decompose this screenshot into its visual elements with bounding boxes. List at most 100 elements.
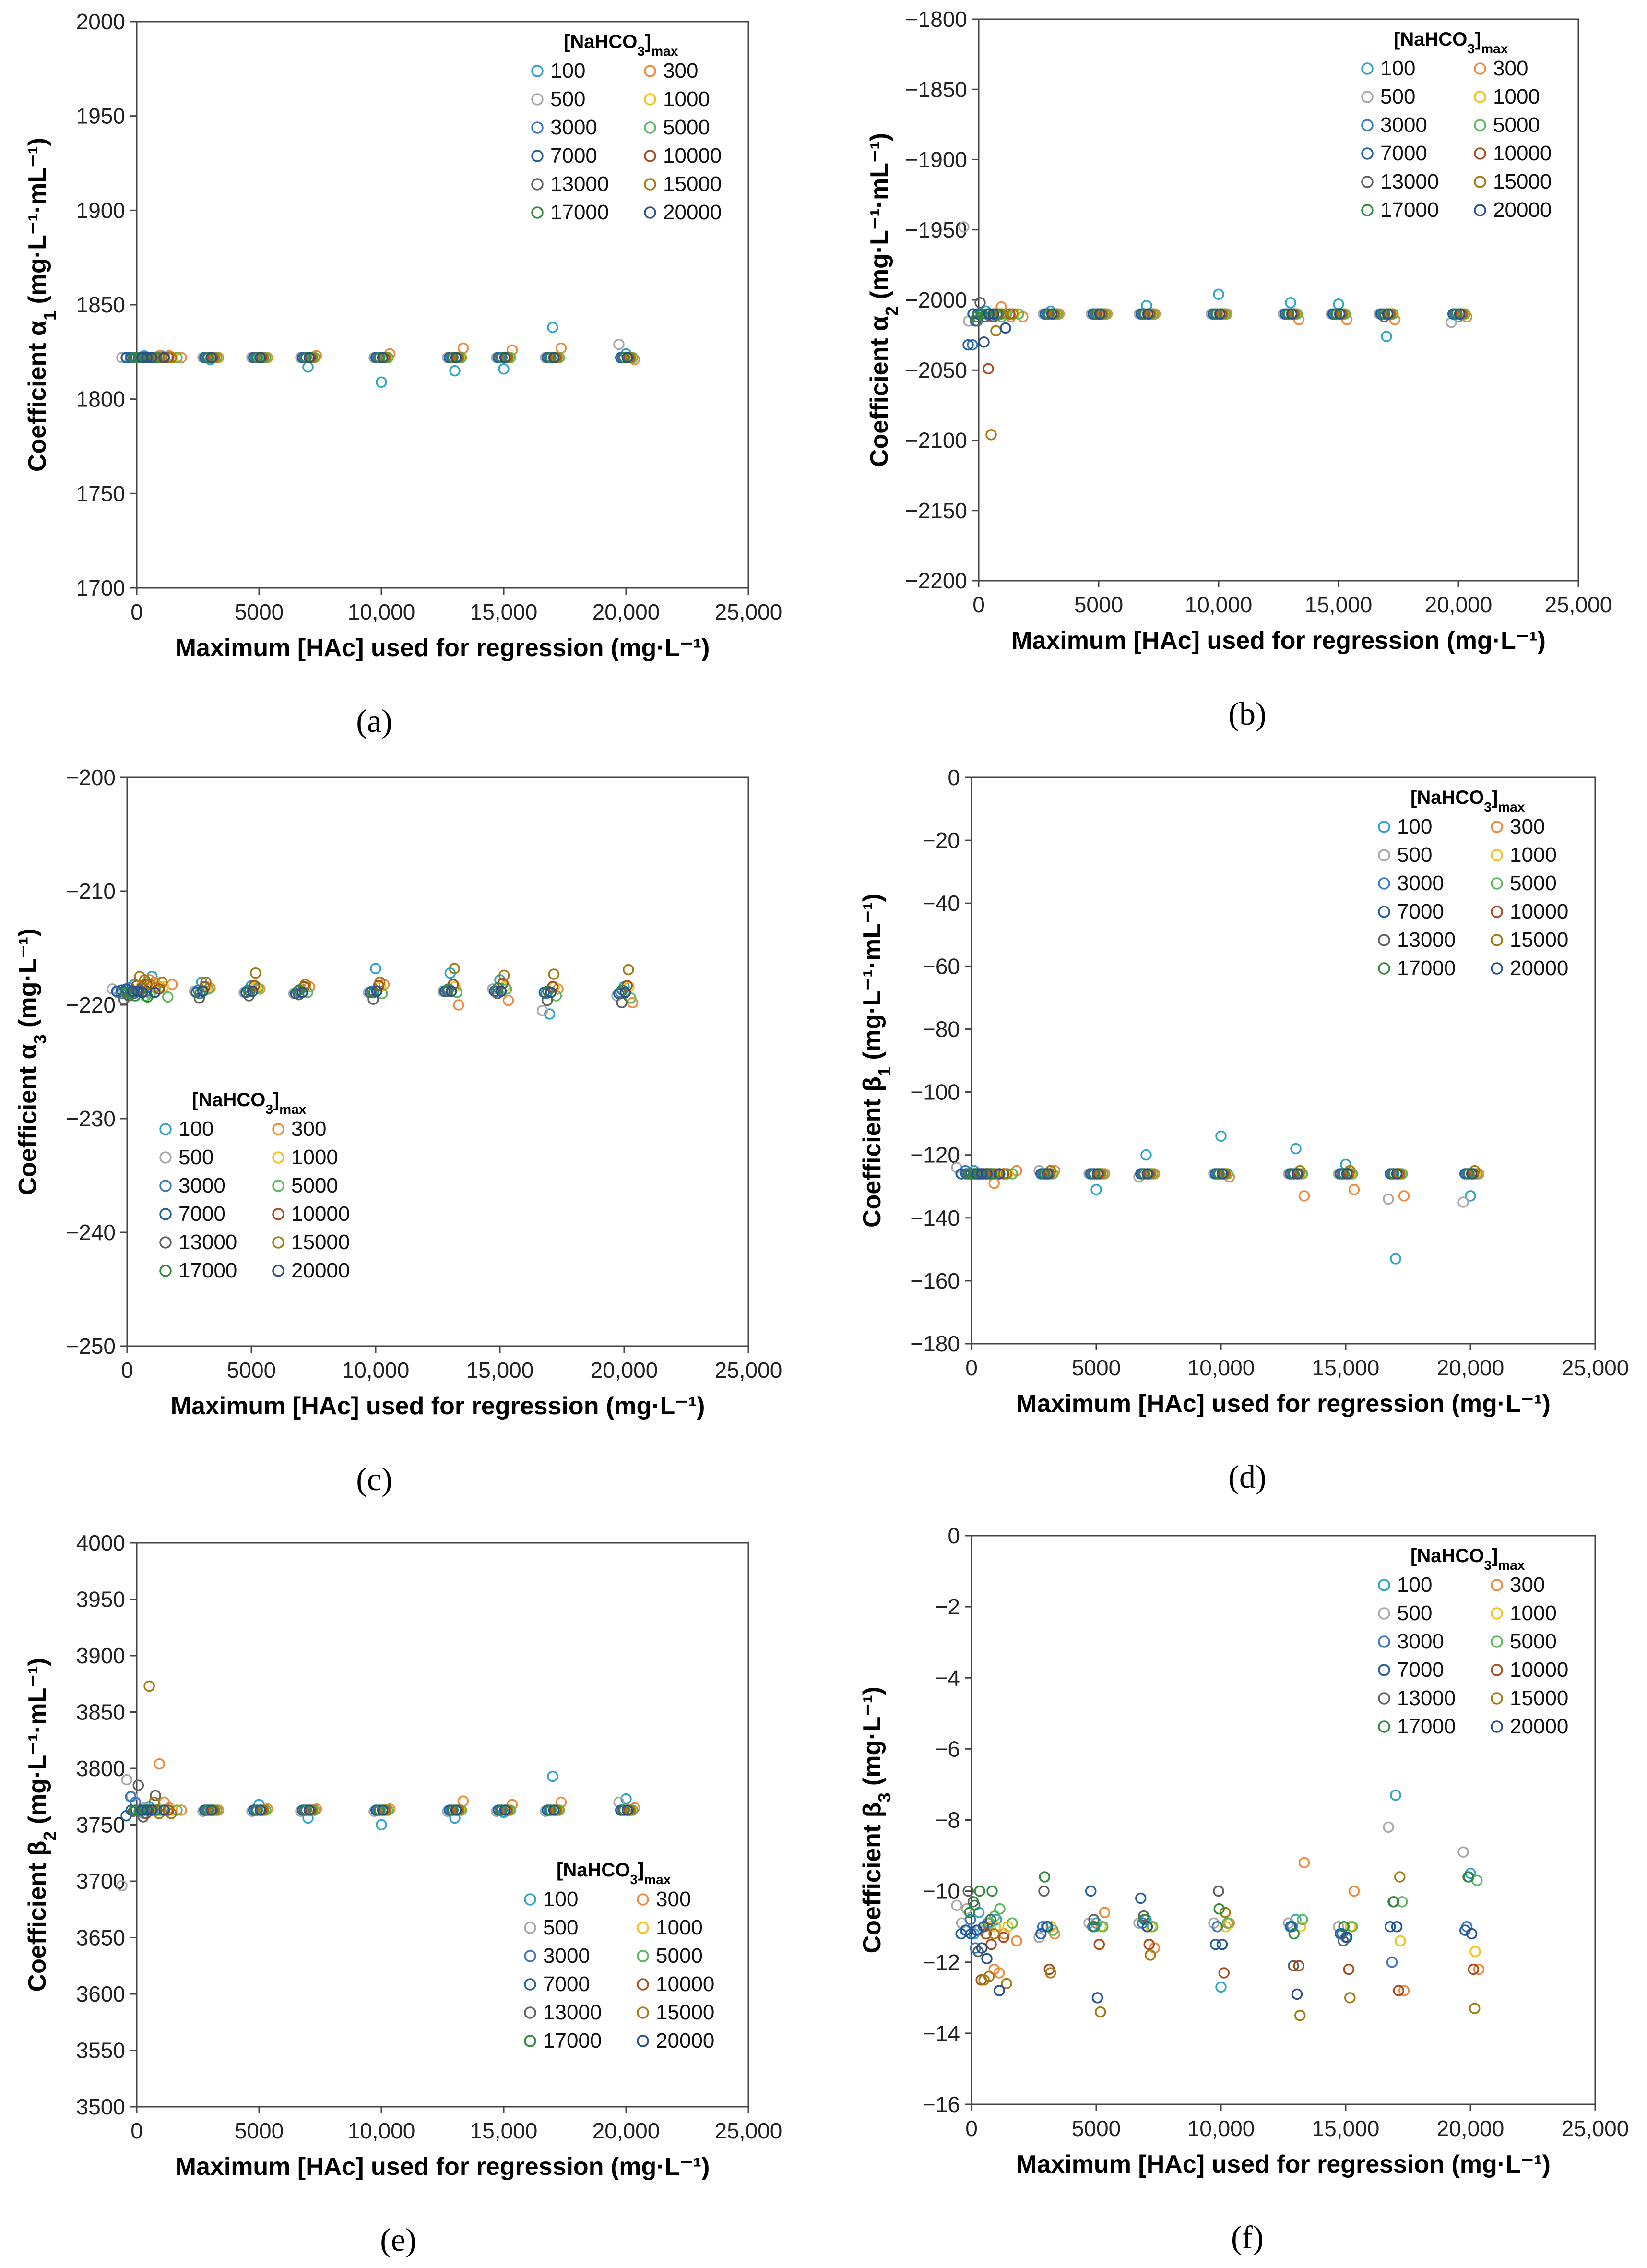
data-point [625, 352, 636, 363]
legend-marker [524, 2035, 536, 2047]
data-point [1090, 1184, 1102, 1195]
data-point [976, 308, 987, 320]
x-tick-label: 25,000 [1562, 1355, 1629, 1380]
data-point [1216, 1938, 1228, 1950]
y-tick-label: −2150 [905, 498, 967, 523]
data-point [1145, 1949, 1156, 1961]
x-tick-label: 20,000 [592, 599, 660, 624]
legend-entry-label: 20000 [1510, 956, 1568, 980]
data-point [453, 999, 464, 1011]
x-tick-label: 25,000 [715, 1358, 782, 1383]
legend-marker [1474, 91, 1486, 103]
x-tick-label: 25,000 [715, 2118, 782, 2143]
data-point [447, 1804, 459, 1816]
data-point [962, 339, 974, 351]
data-point [1457, 308, 1469, 320]
legend-entry-label: 20000 [663, 201, 722, 224]
y-tick-label: 1950 [76, 104, 125, 129]
x-axis-title: Maximum [HAc] used for regression (mg·L⁻… [1016, 1390, 1551, 1418]
data-point [981, 1953, 993, 1965]
legend-title: [NaHCO3]max [1410, 1545, 1525, 1573]
data-point [619, 987, 631, 998]
data-point [132, 1779, 144, 1791]
legend-entry-label: 1000 [1510, 1601, 1557, 1625]
chart-panel-c: −250 −240 −230 −220 −210 −200 0 5000 10,000 15,00… [14, 765, 782, 1497]
data-point [205, 352, 217, 363]
data-point [551, 1804, 563, 1816]
data-point [1013, 308, 1024, 320]
data-point [258, 352, 269, 363]
y-tick-label: −2000 [905, 287, 967, 312]
data-point [1000, 322, 1011, 334]
legend-entry-label: 3000 [1397, 871, 1444, 895]
data-point [254, 352, 266, 363]
legend-entry-label: 5000 [291, 1174, 338, 1197]
legend-marker [1474, 62, 1486, 75]
data-point [447, 352, 459, 363]
y-tick-label: −14 [923, 2021, 960, 2046]
data-point [1343, 1963, 1354, 1975]
data-point [1099, 1907, 1111, 1918]
x-tick-label: 20,000 [591, 1358, 658, 1383]
y-tick-label: 3850 [76, 1700, 125, 1725]
data-point [1344, 1992, 1356, 2004]
data-point [143, 1680, 155, 1692]
data-point [1213, 1885, 1224, 1897]
data-point [1344, 1165, 1356, 1177]
x-tick-label: 10,000 [1185, 592, 1253, 617]
data-point [623, 964, 634, 976]
data-point [985, 1914, 996, 1925]
legend-entry-label: 1000 [291, 1146, 338, 1169]
data-point [1298, 1190, 1310, 1202]
data-point [993, 1967, 1005, 1979]
legend-marker [644, 178, 656, 191]
data-point [545, 987, 557, 998]
data-point [1385, 1921, 1396, 1933]
data-point [1139, 308, 1150, 320]
data-point [149, 987, 161, 998]
data-point [1085, 1885, 1097, 1897]
legend-entry-label: 17000 [178, 1259, 237, 1282]
legend-marker [1491, 1579, 1503, 1591]
data-point [116, 1880, 128, 1892]
data-point [1039, 1871, 1050, 1883]
data-point [1046, 308, 1058, 320]
legend-marker [1378, 1692, 1390, 1705]
y-tick-label: −230 [66, 1106, 116, 1131]
data-point [300, 1804, 312, 1816]
data-point [548, 352, 560, 363]
data-point [548, 1804, 560, 1816]
data-point [988, 1928, 1000, 1940]
legend-marker [1378, 1579, 1390, 1591]
data-point [986, 1885, 998, 1897]
chart-panel-d: −180 −160 −140 −120 −100 −80 −60 −40 −20 0 0 5000 10… [858, 765, 1629, 1495]
data-point [146, 352, 158, 363]
y-tick-label: 3600 [76, 1982, 125, 2006]
data-point [613, 338, 625, 350]
data-point [1348, 1885, 1360, 1897]
data-point [1294, 1165, 1306, 1177]
legend-marker [531, 121, 544, 134]
panel-label: (c) [356, 1461, 392, 1497]
data-point [1091, 308, 1102, 320]
legend-entry-label: 15000 [291, 1230, 350, 1254]
data-point [1285, 297, 1296, 309]
data-point [1385, 308, 1397, 320]
y-tick-label: −240 [66, 1220, 116, 1245]
data-point [453, 1804, 465, 1816]
legend-marker [531, 65, 544, 77]
legend-entry-label: 7000 [1397, 900, 1444, 923]
data-point [1214, 308, 1226, 320]
data-point [501, 983, 512, 995]
data-point [1291, 1988, 1303, 2000]
data-point [121, 1774, 133, 1786]
data-point [1473, 1963, 1485, 1975]
data-point [616, 997, 628, 1009]
y-tick-label: −20 [923, 828, 960, 853]
legend-entry-label: 7000 [550, 144, 597, 167]
y-tick-label: −1800 [905, 7, 967, 32]
legend-entry-label: 10000 [1493, 142, 1552, 165]
legend-marker [524, 1893, 536, 1906]
x-tick-label: 0 [121, 1358, 133, 1383]
